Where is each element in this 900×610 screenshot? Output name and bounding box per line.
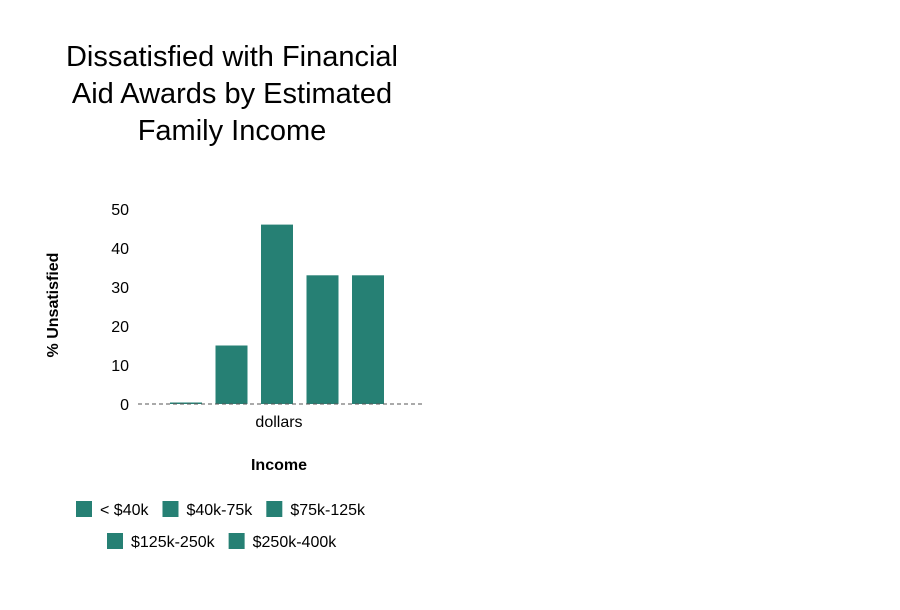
chart-title-line-3: Family Income <box>138 115 327 147</box>
y-tick-label: 10 <box>111 358 129 375</box>
x-tick-label: dollars <box>255 414 302 431</box>
legend-swatch <box>76 501 92 517</box>
y-tick-label: 40 <box>111 241 129 258</box>
chart-title: Dissatisfied with Financial Aid Awards b… <box>66 41 398 147</box>
y-tick-label: 30 <box>111 280 129 297</box>
bar-1 <box>215 345 248 404</box>
y-tick-label: 50 <box>111 202 129 219</box>
chart-title-line-2: Aid Awards by Estimated <box>72 78 392 110</box>
legend-label: < $40k <box>100 502 149 519</box>
y-axis-ticks: 0 10 20 30 40 50 <box>111 202 129 414</box>
legend-label: $75k-125k <box>290 502 366 519</box>
bar-group <box>170 224 384 404</box>
bar-2 <box>261 224 293 404</box>
legend-swatch <box>162 501 179 517</box>
legend-label: $250k-400k <box>253 534 338 551</box>
bar-0 <box>170 402 202 404</box>
legend-swatch <box>107 533 123 549</box>
y-tick-label: 20 <box>111 319 129 336</box>
legend-swatch <box>266 501 283 517</box>
legend: < $40k $40k-75k $75k-125k $125k-250k $250k-4… <box>76 501 366 551</box>
bar-4 <box>352 275 384 404</box>
legend-swatch <box>228 533 245 549</box>
y-tick-label: 0 <box>120 397 129 414</box>
y-axis-title: % Unsatisfied <box>45 253 62 358</box>
legend-label: $40k-75k <box>186 502 253 519</box>
bar-3 <box>306 275 339 404</box>
x-axis-title: Income <box>251 457 307 474</box>
chart-title-line-1: Dissatisfied with Financial <box>66 41 398 73</box>
legend-label: $125k-250k <box>131 534 216 551</box>
